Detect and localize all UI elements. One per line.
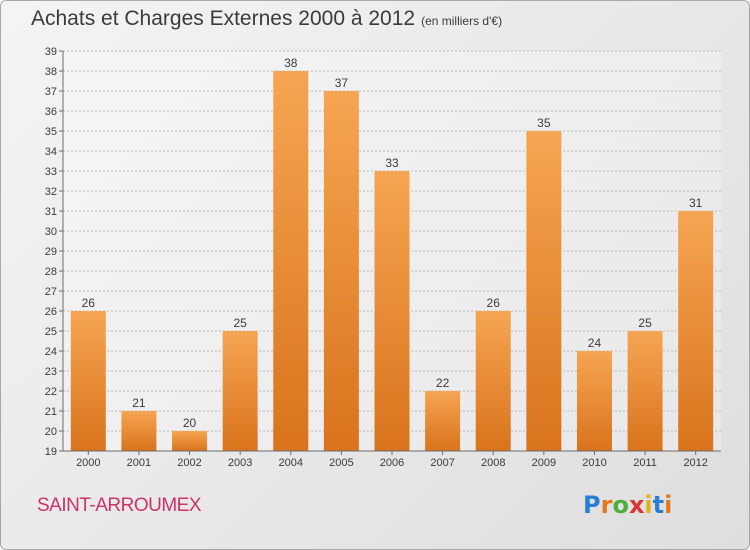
x-tick-label: 2000 [76, 457, 100, 469]
bar [678, 211, 714, 451]
data-label: 22 [436, 376, 450, 390]
logo-letter: r [600, 491, 613, 519]
y-tick-label: 34 [45, 146, 57, 158]
y-tick-label: 27 [45, 286, 57, 298]
y-tick-label: 29 [45, 246, 57, 258]
bar [475, 311, 511, 451]
y-tick-label: 23 [45, 366, 57, 378]
x-tick-label: 2010 [582, 457, 606, 469]
x-tick-label: 2007 [430, 457, 454, 469]
chart-title: Achats et Charges Externes 2000 à 2012 (e… [31, 7, 502, 31]
x-axis: 2000 2001 2002 2003 2004 2005 2006 2007 2008 2009… [63, 450, 721, 469]
y-tick-label: 36 [45, 106, 57, 118]
y-tick-label: 19 [45, 446, 57, 458]
logo-letter: i [664, 491, 673, 519]
data-label: 21 [132, 396, 146, 410]
bar [273, 71, 309, 451]
bar [70, 311, 106, 451]
y-tick-label: 31 [45, 206, 57, 218]
data-label: 31 [689, 196, 703, 210]
bar [576, 351, 612, 451]
x-tick-label: 2006 [380, 457, 404, 469]
y-tick-label: 28 [45, 266, 57, 278]
x-tick-label: 2003 [228, 457, 252, 469]
data-label: 26 [82, 296, 96, 310]
bar [121, 411, 157, 451]
data-label: 37 [335, 76, 349, 90]
bar [323, 91, 359, 451]
data-label: 24 [588, 336, 602, 350]
chart-title-text: Achats et Charges Externes 2000 à 2012 [31, 7, 416, 30]
y-tick-label: 20 [45, 426, 57, 438]
data-label: 26 [487, 296, 501, 310]
y-tick-label: 24 [45, 346, 57, 358]
data-label: 33 [385, 156, 399, 170]
data-label: 35 [537, 116, 551, 130]
bar [172, 431, 208, 451]
x-tick-label: 2009 [532, 457, 556, 469]
y-tick-label: 22 [45, 386, 57, 398]
y-tick-label: 32 [45, 186, 57, 198]
y-tick-label: 30 [45, 226, 57, 238]
bar [425, 391, 461, 451]
y-tick-label: 35 [45, 126, 57, 138]
logo-letter: t [652, 491, 665, 519]
data-label: 38 [284, 56, 298, 70]
y-tick-label: 33 [45, 166, 57, 178]
logo-letter: i [644, 491, 653, 519]
y-tick-label: 21 [45, 406, 57, 418]
x-tick-label: 2012 [683, 457, 707, 469]
x-tick-label: 2011 [633, 457, 657, 469]
bar [627, 331, 663, 451]
logo-letter: x [628, 491, 645, 519]
x-tick-label: 2002 [177, 457, 201, 469]
logo-letter: o [612, 491, 629, 519]
commune-name: SAINT-ARROUMEX [37, 495, 202, 516]
x-tick-label: 2005 [329, 457, 353, 469]
x-tick-label: 2008 [481, 457, 505, 469]
bar [526, 131, 562, 451]
y-tick-label: 37 [45, 86, 57, 98]
y-tick-label: 39 [45, 46, 57, 58]
logo-letter: P [583, 491, 601, 519]
y-tick-label: 38 [45, 66, 57, 78]
y-tick-label: 26 [45, 306, 57, 318]
data-label: 25 [233, 316, 247, 330]
y-axis: 19 20 21 22 23 24 25 26 27 28 29 30 31 32 33 34 35 36 37 38… [45, 46, 64, 458]
bars: 26 21 20 25 38 37 33 22 26 35 24 25 31 [70, 56, 714, 451]
data-label: 25 [638, 316, 652, 330]
x-tick-label: 2004 [279, 457, 303, 469]
data-label: 20 [183, 416, 197, 430]
bar [374, 171, 410, 451]
y-tick-label: 25 [45, 326, 57, 338]
proxiti-logo: Proxiti [583, 491, 672, 519]
chart-subtitle: (en milliers d'€) [421, 14, 503, 28]
bar [222, 331, 258, 451]
x-tick-label: 2001 [127, 457, 151, 469]
